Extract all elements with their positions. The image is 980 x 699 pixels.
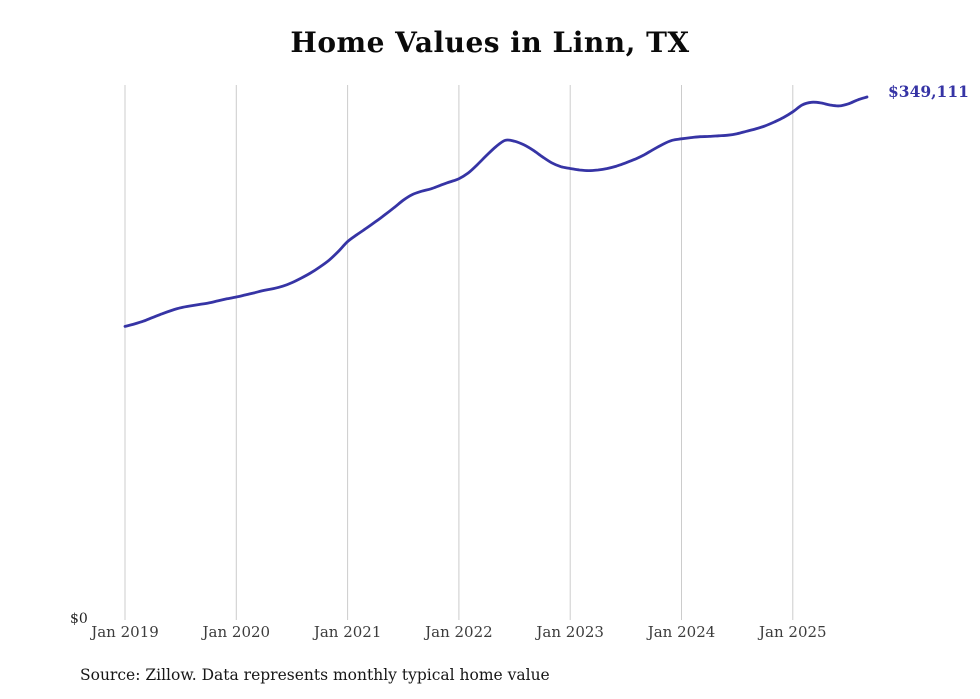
y-axis-zero-label: $0 <box>70 611 88 627</box>
x-tick-label: Jan 2025 <box>759 623 827 641</box>
latest-value-label: $349,111 <box>888 82 969 101</box>
source-note: Source: Zillow. Data represents monthly … <box>80 666 550 684</box>
x-tick-label: Jan 2021 <box>313 623 382 641</box>
home-value-series-line <box>123 95 869 328</box>
chart-title: Home Values in Linn, TX <box>290 26 690 59</box>
x-tick-label: Jan 2022 <box>425 623 493 641</box>
x-tick-label: Jan 2020 <box>202 623 271 641</box>
x-tick-label: Jan 2019 <box>91 623 159 641</box>
x-tick-label: Jan 2024 <box>647 623 716 641</box>
x-tick-label: Jan 2023 <box>536 623 604 641</box>
